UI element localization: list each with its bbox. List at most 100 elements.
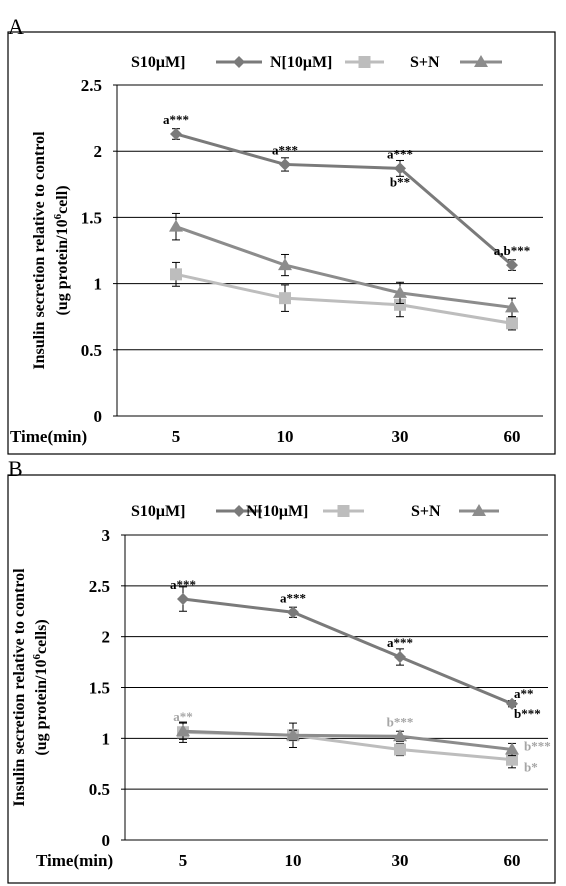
panel-a-frame	[7, 31, 556, 455]
panel-b-series-0	[177, 586, 518, 710]
panel-a-data-point	[393, 285, 407, 298]
panel-a-ylabel-line1: Insulin secretion relative to control	[31, 131, 48, 370]
panel-b-xtick-label: 10	[285, 851, 302, 870]
panel-b-significance-label: a***	[387, 635, 413, 650]
panel-b-ytick-label: 0.5	[89, 780, 110, 799]
panel-b-data-point	[287, 606, 299, 619]
panel-b-data-point	[394, 651, 406, 663]
panel-a-data-point	[278, 258, 292, 271]
panel-b-significance-label: b***	[514, 706, 541, 721]
panel-a-significance-label: b**	[390, 174, 410, 189]
panel-a-data-point	[506, 259, 518, 272]
panel-b-ytick-label: 2.5	[89, 577, 110, 596]
panel-a-ylabel-suffix: cell)	[54, 185, 71, 213]
panel-a-legend: S10μM] N[10μM] S+N	[131, 54, 502, 71]
panel-b-ytick-label: 1.5	[89, 679, 110, 698]
panel-b-ytick-label: 3	[102, 526, 111, 545]
panel-b-legend-item: N[10μM]	[246, 503, 364, 520]
panel-b-data-point	[286, 728, 300, 741]
panel-a-xtick-label: 10	[277, 427, 294, 446]
panel-a-significance-label: a***	[272, 142, 298, 157]
panel-a-ytick-label: 1.5	[81, 208, 102, 227]
panel-b-series-line	[182, 597, 513, 706]
panel-b-ylabel-suffix: cells)	[33, 619, 50, 654]
panel-b-ylabel-prefix: (ug protein/10	[33, 660, 50, 756]
panel-b-legend-marker	[337, 505, 350, 517]
panel-a-ylabel-prefix: (ug protein/10	[54, 219, 71, 315]
panel-a-significance-label: a***	[387, 146, 413, 161]
panel-b-significance-label: a**	[173, 709, 193, 724]
panel-a-ylabel-sup: 6	[52, 213, 64, 219]
panel-a-series-0	[170, 127, 518, 272]
panel-a-legend-item: S+N	[410, 54, 502, 71]
panel-a-ytick-label: 2	[94, 142, 103, 161]
panel-b: B S10μM] N[10μM] S+N Insulin secretion rel…	[7, 456, 556, 884]
panel-b-legend-item: S+N	[411, 503, 499, 520]
panel-a-legend-marker	[474, 55, 488, 67]
panel-b-significance-label: b*	[524, 760, 538, 775]
panel-a-data-point	[279, 292, 291, 305]
panel-b-frame	[7, 474, 556, 884]
panel-a-ytick-label: 0	[94, 407, 103, 426]
panel-a-ylabel-line2: (ug protein/106cell)	[52, 185, 71, 315]
panel-b-plot: 0 0.5 1 1.5 2 2.5 3 5 10 30 60 a*** a** a*** a*** b*** a…	[89, 526, 551, 870]
panel-a-label: A	[8, 14, 24, 39]
panel-b-significance-label: a***	[280, 590, 306, 605]
panel-a-ytick-label: 2.5	[81, 76, 102, 95]
panel-b-legend-marker	[233, 505, 245, 517]
panel-a-data-point	[169, 219, 183, 232]
panel-a-ytick-label: 1	[94, 275, 103, 294]
panel-b-ytick-label: 2	[102, 628, 111, 647]
panel-a-significance-label: a,b***	[494, 243, 530, 258]
panel-b-ytick-label: 0	[102, 831, 111, 850]
panel-a-legend-label: S10μM]	[131, 54, 185, 71]
panel-b-legend-marker	[472, 504, 486, 516]
panel-b-significance-label: b***	[524, 739, 551, 754]
panel-a-series-2	[169, 212, 519, 318]
panel-a-xtick-label: 60	[504, 427, 521, 446]
panel-a-plot: 0 0.5 1 1.5 2 2.5 5 10 30 60 a*** a*** a*** b** a,b***	[81, 76, 543, 446]
panel-b-significance-label: a***	[170, 577, 196, 592]
panel-b-legend-item: S10μM]	[131, 503, 262, 520]
panel-b-legend-label: S+N	[411, 503, 441, 520]
panel-a-xtick-label: 30	[392, 427, 409, 446]
panel-b-ylabel-line2: (ug protein/106cells)	[31, 619, 50, 755]
panel-b-data-point	[394, 743, 406, 756]
panel-b-legend-label: N[10μM]	[246, 503, 308, 520]
panel-a-data-point	[394, 162, 406, 175]
panel-b-data-point	[177, 593, 189, 606]
panel-b-data-point	[505, 742, 519, 755]
panel-b-data-point	[506, 697, 518, 710]
panel-b-label: B	[8, 456, 23, 481]
panel-a-xtick-label: 5	[172, 427, 181, 446]
panel-a-significance-label: a***	[163, 112, 189, 127]
panel-b-xlabel: Time(min)	[36, 851, 113, 870]
panel-a-series-line	[175, 132, 513, 267]
panel-b-ylabel-line1: Insulin secretion relative to control	[11, 568, 28, 807]
panel-b-significance-label: b***	[387, 714, 414, 729]
panel-a-data-point	[279, 158, 291, 171]
panel-b-data-point	[506, 753, 518, 766]
panel-b-ytick-label: 1	[102, 729, 111, 748]
panel-a-data-point	[170, 127, 182, 140]
panel-a-series-1	[170, 261, 518, 331]
panel-a-legend-marker	[233, 56, 245, 68]
panel-b-legend: S10μM] N[10μM] S+N	[131, 503, 499, 520]
panel-a-xlabel: Time(min)	[10, 427, 87, 446]
panel-b-xtick-label: 5	[179, 851, 188, 870]
panel-b-ylabel-sup: 6	[31, 654, 43, 660]
panel-a-legend-marker	[358, 56, 371, 68]
panel-a-ytick-label: 0.5	[81, 341, 102, 360]
panel-a-legend-item: S10μM]	[131, 54, 262, 71]
panel-b-data-point	[176, 724, 190, 737]
panel-a-data-point	[506, 317, 518, 330]
panel-b-xtick-label: 60	[504, 851, 521, 870]
panel-a-data-point	[394, 298, 406, 311]
panel-a-data-point	[505, 300, 519, 313]
panel-b-significance-label: a**	[514, 686, 534, 701]
panel-a-series-line	[175, 272, 513, 325]
panel-a-data-point	[170, 268, 182, 281]
panel-a-legend-label: N[10μM]	[270, 54, 332, 71]
panel-b-series-2	[176, 722, 519, 757]
